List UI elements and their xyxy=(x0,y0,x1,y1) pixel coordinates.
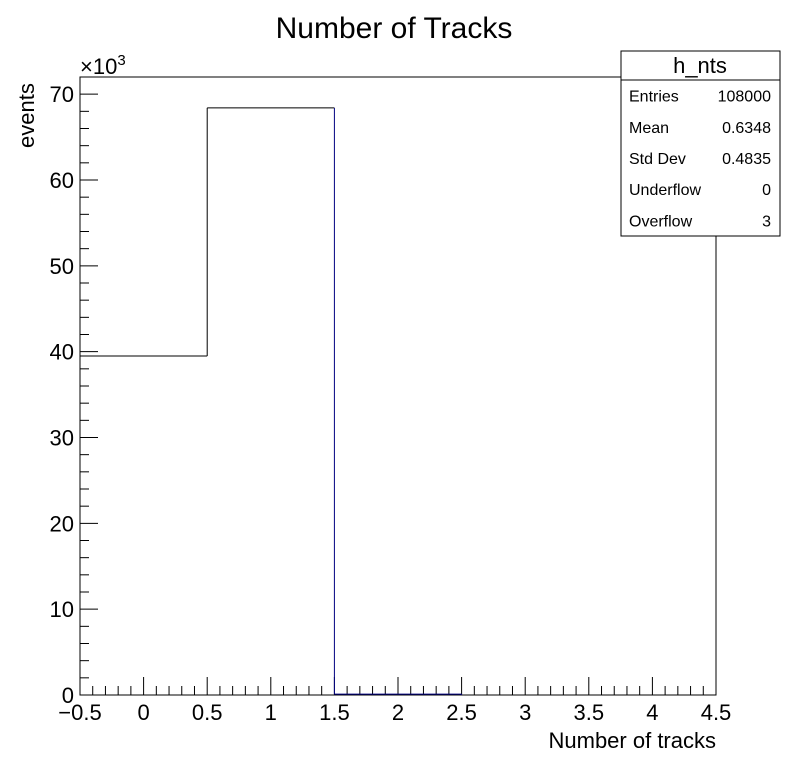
stats-row-value: 0 xyxy=(762,182,771,199)
x-tick-labels: −0.5 0 0.5 1 1.5 2 2.5 3 3.5 4 4.5 xyxy=(58,700,731,725)
x-tick-label: 0.5 xyxy=(192,700,223,725)
y-tick-label: 50 xyxy=(50,254,74,279)
stats-row-value: 108000 xyxy=(718,89,771,106)
stats-row-value: 0.4835 xyxy=(722,151,771,168)
y-tick-labels: 0 10 20 30 40 50 60 70 xyxy=(50,82,74,708)
y-tick-label: 20 xyxy=(50,511,74,536)
stats-row-name: Mean xyxy=(629,120,669,137)
stats-row-name: Entries xyxy=(629,89,679,106)
x-tick-label: 4 xyxy=(646,700,658,725)
stats-row-name: Underflow xyxy=(629,182,701,199)
y-tick-label: 10 xyxy=(50,597,74,622)
stats-box-title: h_nts xyxy=(673,53,727,78)
x-tick-label: −0.5 xyxy=(58,700,101,725)
histogram-bins xyxy=(79,107,463,695)
y-axis-multiplier: ×103 xyxy=(80,52,126,79)
y-tick-label: 40 xyxy=(50,340,74,365)
x-tick-label: 3.5 xyxy=(574,700,605,725)
x-tick-label: 2 xyxy=(392,700,404,725)
x-tick-label: 4.5 xyxy=(701,700,732,725)
stats-row-name: Overflow xyxy=(629,213,693,230)
chart-title: Number of Tracks xyxy=(276,12,513,45)
stats-row-name: Std Dev xyxy=(629,151,686,168)
x-axis-title: Number of tracks xyxy=(549,728,717,753)
stats-row-value: 0.6348 xyxy=(722,120,771,137)
y-axis-title: events xyxy=(14,83,39,148)
x-tick-label: 1.5 xyxy=(319,700,350,725)
x-tick-label: 3 xyxy=(519,700,531,725)
x-tick-label: 1 xyxy=(265,700,277,725)
x-tick-label: 0 xyxy=(137,700,149,725)
stats-rows: Entries 108000 Mean 0.6348 Std Dev 0.4835 Unde… xyxy=(629,89,771,231)
stats-box-frame xyxy=(620,50,781,237)
y-tick-label: 30 xyxy=(50,426,74,451)
x-tick-label: 2.5 xyxy=(446,700,477,725)
y-tick-label: 70 xyxy=(50,82,74,107)
y-tick-label: 0 xyxy=(62,683,74,708)
y-tick-label: 60 xyxy=(50,168,74,193)
stats-row-value: 3 xyxy=(762,213,771,230)
stats-box: h_nts Entries 108000 Mean 0.6348 Std Dev 0.48… xyxy=(620,50,781,237)
axis-ticks xyxy=(79,76,717,696)
